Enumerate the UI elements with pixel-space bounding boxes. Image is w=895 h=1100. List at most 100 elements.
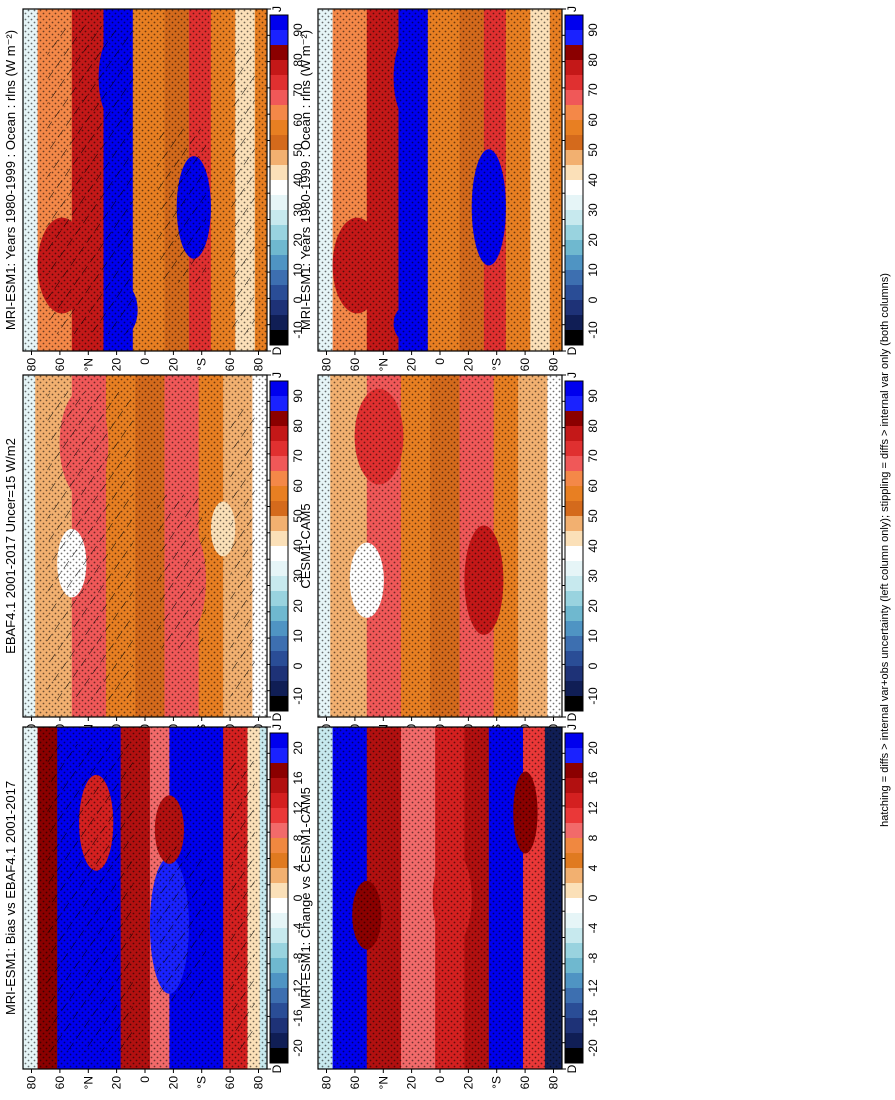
colorbar-swatch <box>565 561 583 577</box>
hatching <box>157 846 206 1001</box>
colorbar-label: 0 <box>291 662 305 669</box>
lat-label: 60 <box>518 358 532 372</box>
colorbar-swatch <box>565 195 583 211</box>
lat-label: °N <box>81 358 95 371</box>
colorbar-swatch <box>270 330 288 346</box>
colorbar: 90 80 70 60 50 40 30 20 10 0 -10 <box>564 380 600 712</box>
lat-label: 0 <box>433 1076 447 1083</box>
lat-label: 80 <box>320 358 334 372</box>
colorbar-swatch <box>565 546 583 562</box>
lat-label: 0 <box>138 1076 152 1083</box>
colorbar-swatch <box>565 636 583 652</box>
panel-5: MRI-ESM1: Bias vs EBAF4.1 2001-2017DJFMA… <box>3 724 305 1089</box>
panel-title: MRI-ESM1: Bias vs EBAF4.1 2001-2017 <box>3 781 18 1015</box>
colorbar-swatch <box>565 763 583 779</box>
colorbar-swatch <box>565 135 583 151</box>
colorbar-swatch <box>565 606 583 622</box>
panel-title: MRI-ESM1: Years 1980-1999 : Ocean : rlns… <box>298 30 313 330</box>
colorbar-swatch <box>565 576 583 592</box>
colorbar-swatch <box>565 501 583 517</box>
colorbar-swatch <box>565 748 583 764</box>
lat-label: °N <box>376 358 390 371</box>
colorbar-label: 16 <box>291 771 305 785</box>
colorbar-swatch <box>270 838 288 854</box>
colorbar-swatch <box>565 733 583 749</box>
colorbar-swatch <box>565 15 583 31</box>
lat-label: 60 <box>53 358 67 372</box>
colorbar: 90 80 70 60 50 40 30 20 10 0 -10 <box>269 380 305 712</box>
colorbar-swatch <box>565 591 583 607</box>
hatching <box>47 392 133 700</box>
colorbar-label: 50 <box>586 143 600 157</box>
month-label: J <box>565 6 579 12</box>
colorbar-swatch <box>565 1048 583 1064</box>
colorbar-swatch <box>270 651 288 667</box>
colorbar-label: -8 <box>291 952 305 963</box>
colorbar: 20 16 12 8 4 0 -4 -8 -12 -16 -20 <box>269 732 305 1064</box>
colorbar-swatch <box>565 696 583 712</box>
colorbar-swatch <box>565 853 583 869</box>
colorbar-swatch <box>270 30 288 46</box>
lat-label: 60 <box>348 358 362 372</box>
colorbar-label: 20 <box>291 741 305 755</box>
colorbar-label: 16 <box>586 771 600 785</box>
colorbar-swatch <box>270 90 288 106</box>
colorbar-label: 90 <box>586 23 600 37</box>
colorbar-label: 40 <box>291 539 305 553</box>
lat-label: 80 <box>320 1076 334 1090</box>
hatching <box>157 128 206 283</box>
colorbar-swatch <box>565 411 583 427</box>
colorbar-frame <box>269 380 289 712</box>
colorbar-swatch <box>565 651 583 667</box>
colorbar-label: 40 <box>291 173 305 187</box>
colorbar-swatch <box>565 793 583 809</box>
colorbar-label: 60 <box>586 113 600 127</box>
colorbar-swatch <box>565 1033 583 1049</box>
colorbar-swatch <box>270 853 288 869</box>
colorbar-label: 80 <box>586 53 600 67</box>
colorbar-swatch <box>270 681 288 697</box>
colorbar-swatch <box>565 943 583 959</box>
colorbar-swatch <box>270 396 288 412</box>
colorbar-label: 30 <box>586 569 600 583</box>
footnote: hatching = diffs > internal var+obs unce… <box>879 273 891 827</box>
colorbar-swatch <box>565 300 583 316</box>
colorbar-swatch <box>270 1048 288 1064</box>
colorbar-swatch <box>270 165 288 181</box>
lat-label: 60 <box>518 1076 532 1090</box>
lat-label: 0 <box>138 358 152 365</box>
colorbar-label: -10 <box>291 321 305 339</box>
colorbar-swatch <box>565 45 583 61</box>
colorbar-label: 80 <box>291 419 305 433</box>
lat-label: 20 <box>405 358 419 372</box>
colorbar-label: -12 <box>291 979 305 997</box>
colorbar-swatch <box>270 501 288 517</box>
colorbar-swatch <box>565 838 583 854</box>
colorbar-swatch <box>270 546 288 562</box>
colorbar-swatch <box>270 456 288 472</box>
colorbar-label: 90 <box>291 389 305 403</box>
colorbar-label: 10 <box>291 263 305 277</box>
colorbar-swatch <box>270 486 288 502</box>
month-label: J <box>270 724 284 730</box>
lat-label: 60 <box>53 1076 67 1090</box>
lat-label: 80 <box>547 358 561 372</box>
colorbar-label: 10 <box>291 629 305 643</box>
colorbar-label: -10 <box>586 687 600 705</box>
colorbar-swatch <box>270 471 288 487</box>
colorbar-label: -20 <box>291 1039 305 1057</box>
month-label: J <box>565 724 579 730</box>
colorbar-label: 4 <box>291 864 305 871</box>
colorbar-swatch <box>565 958 583 974</box>
colorbar-label: 30 <box>291 203 305 217</box>
colorbar-swatch <box>270 666 288 682</box>
lat-label: 20 <box>110 358 124 372</box>
lat-label: 80 <box>25 358 39 372</box>
colorbar-swatch <box>270 1003 288 1019</box>
colorbar-swatch <box>270 808 288 824</box>
month-label: D <box>565 1064 579 1073</box>
colorbar-swatch <box>565 210 583 226</box>
colorbar-swatch <box>270 240 288 256</box>
colorbar-swatch <box>270 210 288 226</box>
colorbar-label: 70 <box>586 449 600 463</box>
